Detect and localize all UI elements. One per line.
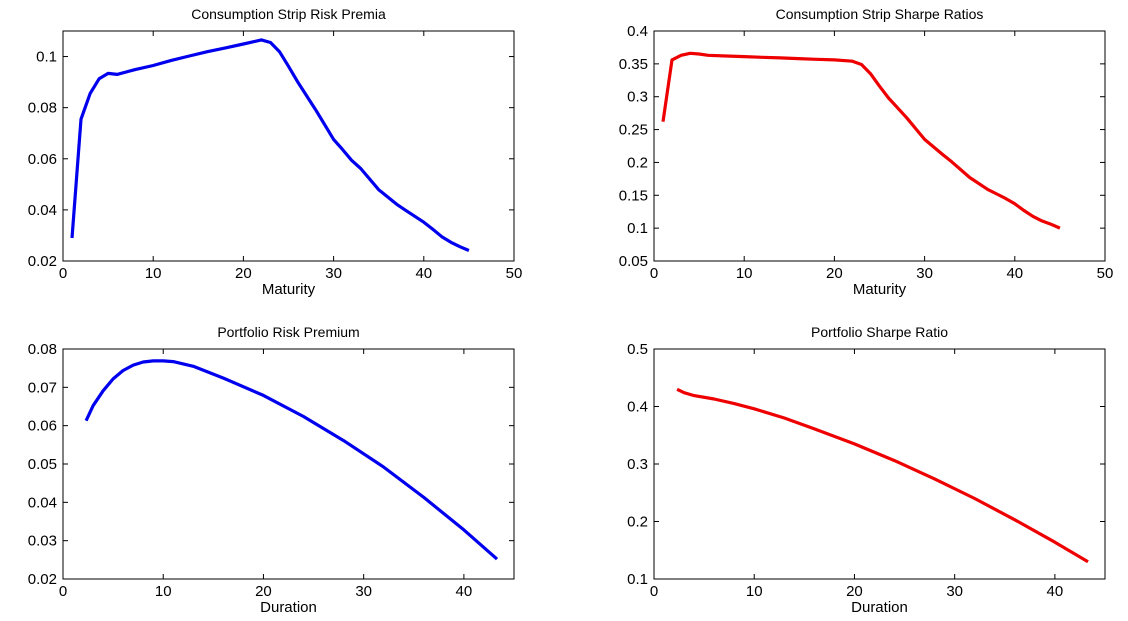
y-tick-label: 0.05 <box>619 253 648 270</box>
y-tick-label: 0.35 <box>619 56 648 73</box>
x-tick-label: 40 <box>1047 583 1064 600</box>
y-tick-label: 0.07 <box>28 379 57 396</box>
chart-title: Portfolio Risk Premium <box>217 324 359 340</box>
plot-frame <box>62 30 515 262</box>
chart-panel: Portfolio Risk Premium 0 10 20 30 40 0.02 0.03 0… <box>28 324 515 616</box>
plot-frame <box>62 348 515 580</box>
x-tick-label: 20 <box>235 265 252 282</box>
x-tick-label: 40 <box>415 265 432 282</box>
x-axis-label: Maturity <box>853 281 907 298</box>
x-tick-label: 30 <box>355 583 372 600</box>
series-line <box>70 38 470 252</box>
x-tick-label: 10 <box>155 583 172 600</box>
x-axis-label: Duration <box>851 599 908 616</box>
x-tick-label: 40 <box>456 583 473 600</box>
plot-frame <box>653 348 1106 580</box>
y-tick-label: 0.4 <box>627 399 648 416</box>
x-tick-label: 20 <box>826 265 843 282</box>
chart-panel: Consumption Strip Risk Premia 0 10 20 30 40 50… <box>28 6 523 298</box>
y-tick-label: 0.15 <box>619 187 648 204</box>
x-tick-label: 20 <box>846 583 863 600</box>
x-axis-label: Duration <box>260 599 317 616</box>
y-tick-label: 0.1 <box>627 571 648 588</box>
y-tick-label: 0.08 <box>28 100 57 117</box>
y-tick-label: 0.25 <box>619 122 648 139</box>
y-tick-label: 0.2 <box>627 514 648 531</box>
y-tick-label: 0.4 <box>627 23 648 40</box>
plot-frame <box>653 30 1106 262</box>
y-tick-label: 0.02 <box>28 253 57 270</box>
series-line <box>84 359 499 561</box>
x-tick-label: 0 <box>650 265 658 282</box>
chart-panel: Consumption Strip Sharpe Ratios 0 10 20 30 40… <box>619 6 1114 298</box>
x-tick-label: 0 <box>650 583 658 600</box>
x-tick-label: 50 <box>506 265 523 282</box>
y-tick-label: 0.05 <box>28 456 57 473</box>
x-tick-label: 50 <box>1097 265 1114 282</box>
y-tick-label: 0.1 <box>627 220 648 237</box>
x-tick-label: 0 <box>59 583 67 600</box>
y-tick-label: 0.04 <box>28 494 57 511</box>
x-tick-label: 10 <box>736 265 753 282</box>
y-tick-label: 0.3 <box>627 89 648 106</box>
series-line <box>661 51 1061 230</box>
y-tick-label: 0.1 <box>36 49 57 66</box>
y-tick-label: 0.04 <box>28 202 57 219</box>
chart-panel: Portfolio Sharpe Ratio 0 10 20 30 40 0.1 0.2 0.3… <box>627 324 1106 616</box>
series-line <box>676 387 1089 564</box>
y-tick-label: 0.2 <box>627 154 648 171</box>
x-tick-label: 10 <box>145 265 162 282</box>
y-tick-label: 0.5 <box>627 341 648 358</box>
chart-title: Consumption Strip Risk Premia <box>191 6 386 22</box>
y-tick-label: 0.06 <box>28 418 57 435</box>
x-tick-label: 40 <box>1006 265 1023 282</box>
x-axis-label: Maturity <box>262 281 316 298</box>
chart-title: Consumption Strip Sharpe Ratios <box>776 6 984 22</box>
y-tick-label: 0.06 <box>28 151 57 168</box>
x-tick-label: 0 <box>59 265 67 282</box>
x-tick-label: 30 <box>946 583 963 600</box>
y-tick-label: 0.08 <box>28 341 57 358</box>
y-tick-label: 0.3 <box>627 456 648 473</box>
chart-title: Portfolio Sharpe Ratio <box>811 324 948 340</box>
x-tick-label: 20 <box>255 583 272 600</box>
x-tick-label: 30 <box>325 265 342 282</box>
x-tick-label: 30 <box>916 265 933 282</box>
y-tick-label: 0.03 <box>28 533 57 550</box>
y-tick-label: 0.02 <box>28 571 57 588</box>
x-tick-label: 10 <box>746 583 763 600</box>
